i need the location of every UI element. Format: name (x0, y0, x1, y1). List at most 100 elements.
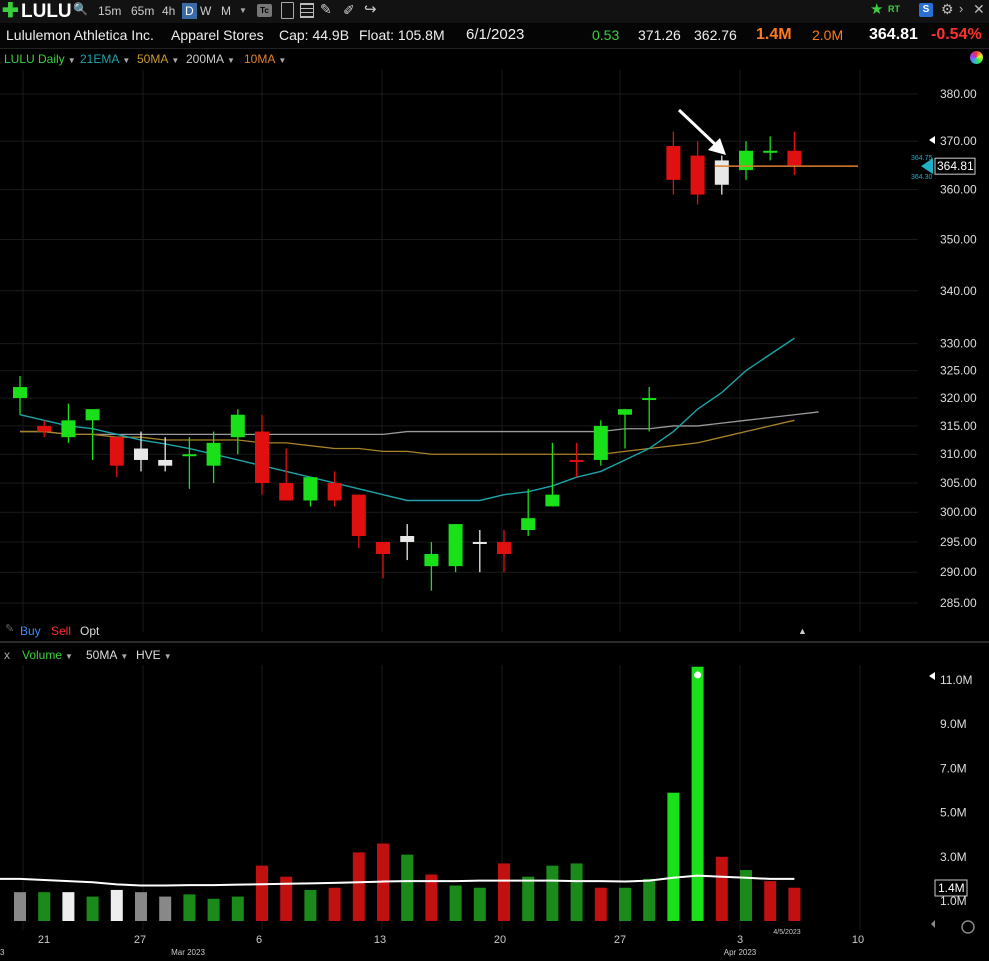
chevron-down-icon[interactable]: ▼ (65, 652, 73, 661)
price-marker-arrow (921, 158, 933, 175)
chevron-down-icon[interactable]: ▼ (67, 56, 76, 65)
legend-21ema[interactable]: 21EMA ▼ (80, 52, 130, 66)
price-axis-label: 290.00 (940, 565, 977, 579)
date-axis-label: 10 (852, 934, 864, 946)
tf-weekly[interactable]: W (200, 4, 212, 18)
calculator-icon[interactable] (281, 2, 294, 19)
candle (714, 155, 729, 195)
candle-body (230, 414, 245, 438)
tf-monthly[interactable]: M (221, 4, 231, 18)
symbol-label[interactable]: LULU (21, 1, 72, 22)
legend-volume-label: Volume (22, 648, 63, 662)
company-name: Lululemon Athletica Inc. (6, 27, 154, 43)
table-icon[interactable] (300, 3, 314, 18)
candle-body (327, 483, 342, 501)
chevron-down-icon[interactable]: ▼ (163, 652, 172, 661)
indicator-legend: LULU Daily ▼ 21EMA ▼ 50MA ▼ 200MA ▼ 10MA ▼ (0, 49, 989, 69)
legend-200ma[interactable]: 200MA ▼ (186, 52, 235, 66)
ema21-line (19, 337, 795, 502)
chevron-down-icon[interactable]: ▼ (171, 56, 180, 65)
volume-bar (764, 881, 777, 921)
settings-gear-icon[interactable]: ⚙ (941, 1, 954, 17)
collapse-up-icon[interactable]: ▲ (798, 626, 807, 636)
legend-volume[interactable]: Volume ▼ (22, 648, 73, 662)
volume-bar (328, 887, 341, 921)
link-chevron-icon[interactable]: › (959, 1, 964, 16)
legend-50ma[interactable]: 50MA ▼ (137, 52, 179, 66)
candle (521, 488, 536, 536)
candle (85, 409, 100, 460)
candle-body (206, 442, 221, 466)
price-axis-label: 300.00 (940, 505, 977, 519)
add-symbol-icon[interactable]: ✚ (2, 0, 19, 22)
volume-bar (546, 865, 559, 921)
price-axis-label: 315.00 (940, 419, 977, 433)
price-axis-label: 285.00 (940, 596, 977, 610)
candle-body (521, 518, 536, 531)
day-volume: 1.4M (756, 26, 792, 43)
candle-body (642, 398, 657, 401)
legend-daily[interactable]: LULU Daily ▼ (4, 52, 76, 66)
chevron-down-icon[interactable]: ▼ (120, 652, 129, 661)
rt-icon[interactable]: RT (888, 4, 900, 14)
volume-bar (14, 892, 26, 921)
candle-body (618, 409, 632, 415)
price-axis-label: 350.00 (940, 233, 977, 247)
draw-pen-icon[interactable]: ✎ (320, 1, 332, 17)
tc-icon[interactable]: Tc (257, 4, 272, 17)
chevron-down-icon[interactable]: ▼ (227, 56, 235, 65)
buy-sell-pencil-icon[interactable]: ✎ (5, 623, 15, 635)
s-icon[interactable]: S (919, 3, 933, 17)
volume-panel-close[interactable]: x (4, 648, 10, 662)
edit-box-icon[interactable]: ✐ (343, 2, 355, 18)
volume-bar (570, 863, 583, 921)
timeframe-dropdown-icon[interactable]: ▼ (239, 6, 247, 15)
legend-hve[interactable]: HVE ▼ (136, 648, 172, 662)
price-axis-label: 320.00 (940, 391, 977, 405)
price-marker-box (934, 157, 976, 175)
candle-body (739, 150, 753, 171)
candle (37, 420, 52, 438)
star-icon[interactable]: ★ (870, 1, 884, 18)
industry[interactable]: Apparel Stores (171, 27, 264, 43)
close-icon[interactable]: ✕ (973, 1, 985, 17)
candle (182, 437, 197, 489)
price-axis-label: 380.00 (940, 87, 977, 101)
volume-bar (691, 666, 704, 921)
candle-body (85, 409, 100, 421)
candle (230, 409, 245, 455)
hve-marker (694, 671, 702, 679)
options-button[interactable]: Opt (80, 624, 100, 638)
volume-marker-label: 1.4M (938, 881, 965, 895)
buy-button[interactable]: Buy (20, 624, 41, 638)
volume-bar (498, 863, 510, 921)
tf-65m[interactable]: 65m (131, 4, 155, 18)
volume-bar (619, 887, 631, 921)
candle (327, 471, 342, 507)
candle (472, 530, 487, 573)
tf-daily[interactable]: D (182, 3, 197, 19)
sell-button[interactable]: Sell (51, 624, 72, 638)
candle (618, 409, 632, 449)
annotation-arrow (677, 108, 720, 149)
legend-10ma[interactable]: 10MA ▼ (244, 52, 286, 66)
legend-200ma-label: 200MA (186, 52, 225, 66)
palette-icon[interactable] (970, 51, 983, 64)
tf-4h[interactable]: 4h (162, 4, 176, 18)
date-axis-label: Mar 2023 (171, 948, 205, 957)
volume-bar (715, 856, 728, 921)
volume-bar (86, 896, 99, 921)
share-arrow-icon[interactable]: ↪ (364, 1, 377, 18)
top-toolbar: ✚ LULU 🔍 15m 65m 4h D W M ▼ Tc ✎ ✐ ↪ ★ R… (0, 0, 989, 24)
search-symbol-icon[interactable]: 🔍 (73, 2, 88, 16)
candle-body (545, 494, 560, 507)
chevron-down-icon[interactable]: ▼ (122, 56, 131, 65)
legend-volume-50ma[interactable]: 50MA ▼ (86, 648, 128, 662)
tf-15m[interactable]: 15m (98, 4, 122, 18)
refresh-icon (961, 920, 975, 934)
chevron-down-icon[interactable]: ▼ (278, 56, 287, 65)
date-axis-label: 3 (0, 948, 5, 957)
date-axis-label: 13 (374, 934, 386, 946)
candle-body (763, 150, 778, 153)
